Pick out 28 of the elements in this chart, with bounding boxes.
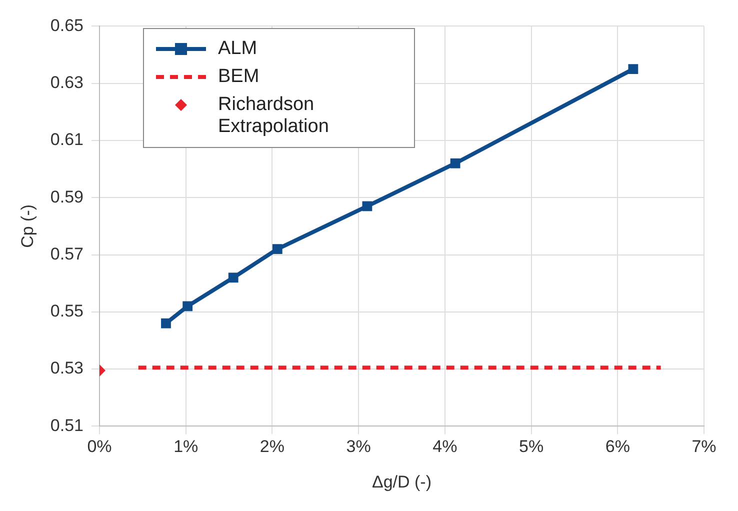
x-tick-label: 3%: [346, 437, 371, 456]
y-tick-label: 0.55: [50, 302, 84, 321]
y-tick-label: 0.51: [50, 416, 84, 435]
x-tick-label: 7%: [692, 437, 716, 456]
y-tick-label: 0.61: [50, 130, 84, 150]
x-axis-title: Δg/D (-): [372, 472, 432, 492]
legend-label: ALM: [218, 38, 258, 60]
x-tick-label: 0%: [87, 437, 112, 456]
y-tick-label: 0.65: [50, 16, 84, 35]
y-tick-label: 0.63: [50, 73, 84, 92]
point: [228, 272, 238, 283]
point: [628, 64, 638, 74]
point: [450, 158, 460, 168]
point: [161, 318, 171, 328]
point: [272, 244, 282, 254]
x-tick-label: 1%: [174, 437, 198, 456]
x-tick-label: 4%: [432, 437, 458, 456]
y-tick-label: 0.57: [50, 244, 84, 264]
x-tick-label: 5%: [518, 437, 544, 456]
y-axis-title: Cp (-): [18, 204, 37, 248]
y-tick-label: 0.53: [50, 358, 84, 378]
legend-label: BEM: [218, 66, 260, 88]
legend-label: Richardson Extrapolation: [218, 94, 330, 138]
point: [362, 201, 372, 212]
x-tick-label: 6%: [605, 437, 630, 456]
point: [182, 301, 193, 312]
x-tick-label: 2%: [260, 437, 284, 456]
y-tick-label: 0.59: [50, 187, 84, 206]
